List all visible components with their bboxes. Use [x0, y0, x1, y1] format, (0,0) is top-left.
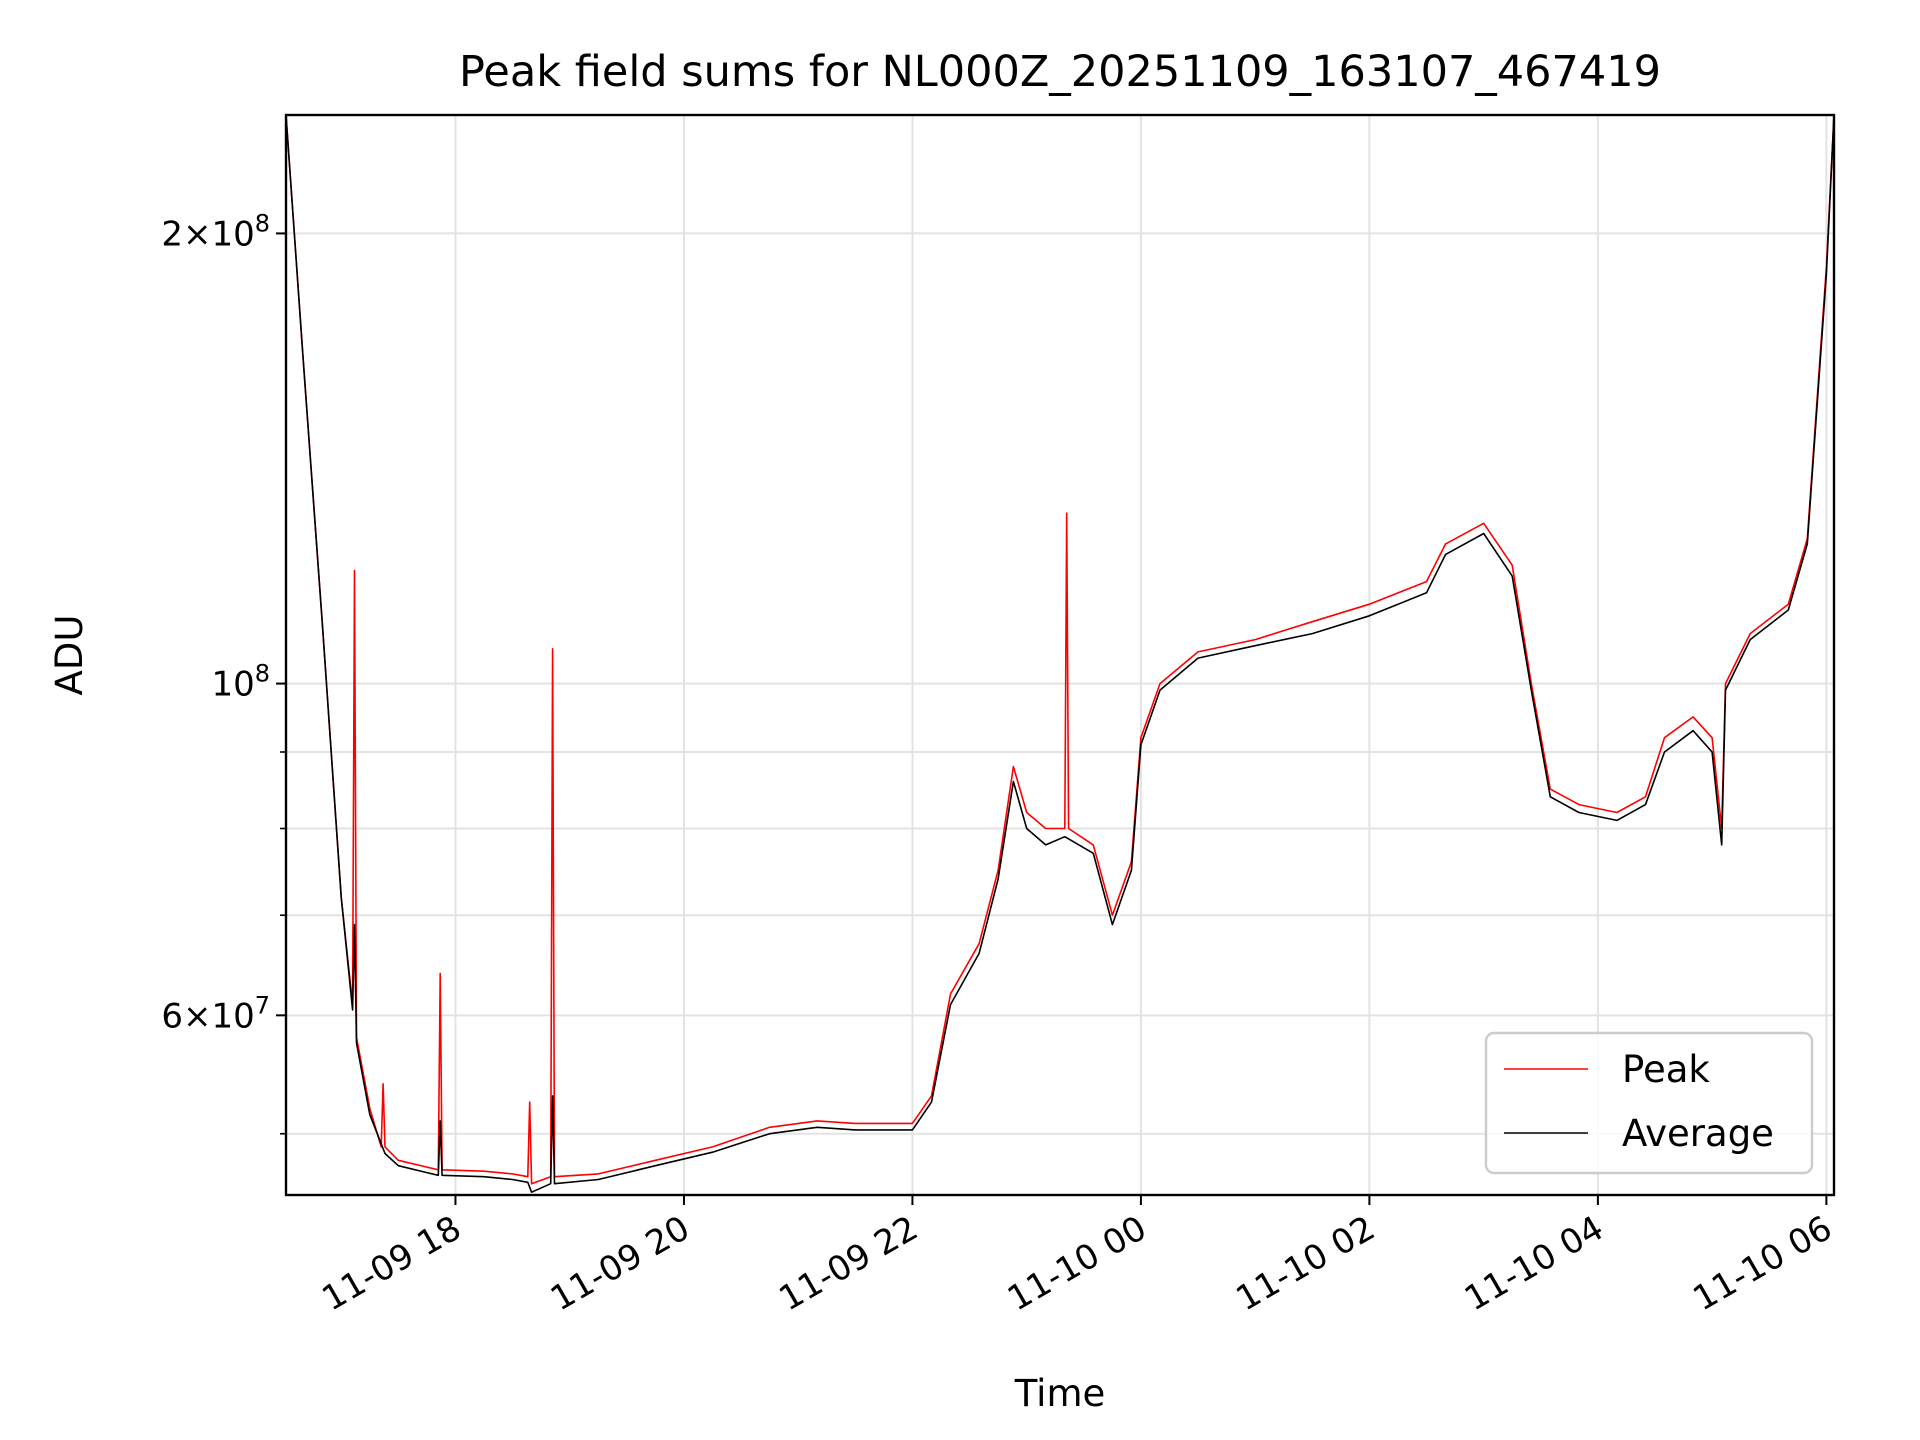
series-line-peak [286, 115, 1834, 1185]
y-tick-label: 6×107 [161, 991, 270, 1036]
y-axis-label: ADU [48, 615, 91, 696]
plot-frame [284, 113, 1836, 1197]
y-axis-ticks: 2×108 108 6×107 [161, 209, 286, 1135]
legend: Peak Average [1484, 1031, 1814, 1175]
x-axis-label: Time [1014, 1372, 1106, 1415]
grid-lines [286, 115, 1834, 1195]
chart-title: Peak field sums for NL000Z_20251109_1631… [459, 47, 1661, 97]
legend-label-average: Average [1622, 1112, 1774, 1155]
series-line-average [286, 115, 1834, 1193]
y-tick-label: 108 [211, 660, 270, 705]
series-lines [286, 115, 1834, 1193]
legend-label-peak: Peak [1622, 1048, 1710, 1091]
legend-box [1484, 1031, 1814, 1175]
y-tick-label: 2×108 [161, 209, 270, 254]
